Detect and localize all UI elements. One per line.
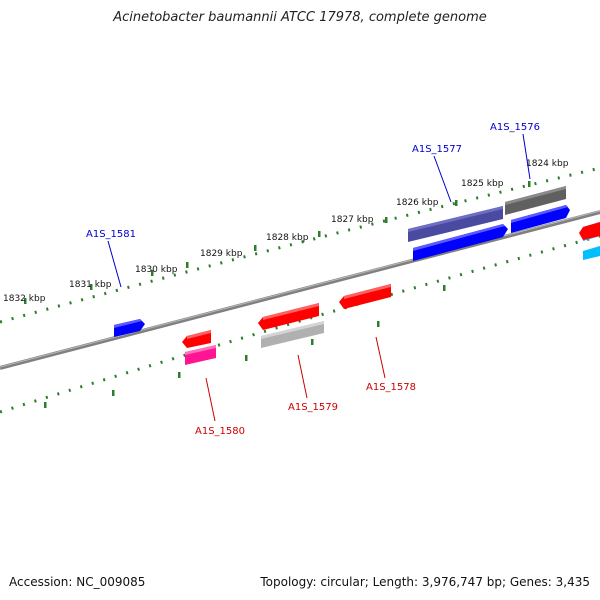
gene-label-a1s-1579[interactable]: A1S_1579 [288, 402, 338, 413]
gene-feature[interactable] [261, 321, 324, 339]
label-leader-line [107, 240, 122, 288]
gene-feature[interactable] [413, 224, 505, 251]
label-leader-line [375, 336, 386, 379]
outer-ruler-dots [0, 166, 600, 324]
gene-feature[interactable] [511, 205, 568, 223]
ruler-major-tick [311, 339, 314, 345]
reverse-strand-features [182, 222, 600, 365]
tick-label-1830-kbp: 1830 kbp [135, 265, 178, 275]
tick-label-1826-kbp: 1826 kbp [396, 198, 439, 208]
ruler-major-tick [90, 284, 93, 290]
ruler-major-tick [443, 285, 446, 291]
ruler-major-tick [377, 321, 380, 327]
tick-label-1832-kbp: 1832 kbp [3, 294, 46, 304]
reverse-gene-labels: A1S_1578 A1S_1579 A1S_1580 [195, 336, 416, 437]
gene-label-a1s-1578[interactable]: A1S_1578 [366, 382, 416, 393]
ruler-major-tick [455, 200, 458, 206]
tick-label-1825-kbp: 1825 kbp [461, 179, 504, 189]
label-leader-line [522, 133, 531, 180]
gene-feature[interactable] [408, 206, 503, 242]
genome-backbone [0, 210, 600, 370]
ruler-major-tick [44, 402, 47, 408]
gene-feature[interactable] [185, 345, 216, 365]
label-leader-line [297, 354, 308, 399]
gene-label-a1s-1576[interactable]: A1S_1576 [490, 122, 540, 133]
ruler-major-tick [254, 245, 257, 251]
ruler-major-tick [385, 217, 388, 223]
gene-label-a1s-1581[interactable]: A1S_1581 [86, 229, 136, 240]
tick-label-1828-kbp: 1828 kbp [266, 233, 309, 243]
gene-feature[interactable] [583, 246, 600, 260]
inner-ruler [0, 234, 600, 414]
gene-feature[interactable] [579, 222, 600, 240]
gene-feature[interactable] [185, 345, 216, 355]
label-leader-line [205, 377, 216, 422]
map-title: Acinetobacter baumannii ATCC 17978, comp… [113, 10, 487, 25]
gene-feature[interactable] [511, 205, 570, 233]
tick-label-1829-kbp: 1829 kbp [200, 249, 243, 259]
tick-label-1824-kbp: 1824 kbp [526, 159, 569, 169]
gene-feature[interactable] [344, 284, 391, 299]
genome-backbone-highlight [0, 210, 600, 368]
ruler-major-tick [318, 231, 321, 237]
tick-label-1827-kbp: 1827 kbp [331, 215, 374, 225]
ruler-major-tick [24, 298, 27, 304]
gene-feature[interactable] [263, 303, 319, 320]
gene-feature[interactable] [187, 330, 211, 339]
gene-feature[interactable] [505, 186, 566, 205]
accession-text: Accession: NC_009085 [9, 575, 146, 589]
outer-ruler [0, 166, 600, 324]
ruler-major-tick [112, 390, 115, 396]
gene-label-a1s-1577[interactable]: A1S_1577 [412, 144, 462, 155]
inner-ruler-dots [0, 234, 600, 414]
scale-labels: 1824 kbp 1825 kbp 1826 kbp 1827 kbp 1828… [3, 159, 569, 304]
label-leader-line [433, 155, 452, 203]
gene-feature[interactable] [114, 319, 142, 328]
ruler-major-tick [178, 372, 181, 378]
gene-feature[interactable] [505, 186, 566, 215]
genome-summary-text: Topology: circular; Length: 3,976,747 bp… [260, 575, 590, 589]
gene-feature[interactable] [413, 224, 508, 261]
gene-feature[interactable] [408, 206, 503, 232]
gene-label-a1s-1580[interactable]: A1S_1580 [195, 426, 245, 437]
forward-gene-labels: A1S_1576 A1S_1577 A1S_1581 [86, 122, 540, 288]
ruler-major-tick [151, 270, 154, 276]
ruler-major-tick [186, 262, 189, 268]
tick-label-1831-kbp: 1831 kbp [69, 280, 112, 290]
ruler-major-tick [528, 181, 531, 187]
forward-strand-features [114, 186, 600, 337]
ruler-major-tick [245, 355, 248, 361]
